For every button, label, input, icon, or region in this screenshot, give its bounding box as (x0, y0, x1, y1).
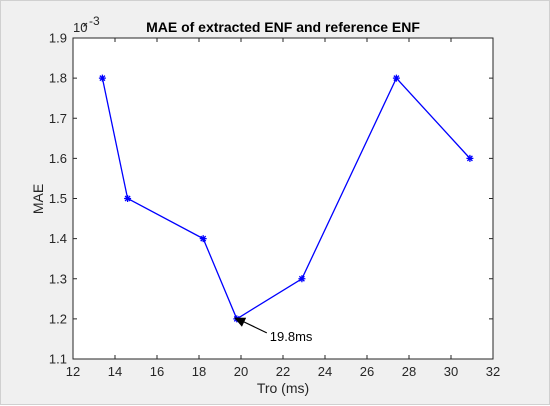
y-tick-label: 1.6 (49, 151, 67, 166)
y-axis-label: MAE (30, 184, 46, 214)
plot-frame (72, 37, 494, 360)
y-tick-label: 1.5 (49, 191, 67, 206)
y-tick-label: 1.3 (49, 271, 67, 286)
y-multiplier: 10 -3 (73, 14, 100, 35)
x-tick-label: 30 (444, 364, 458, 379)
y-multiplier-times-sign (83, 22, 88, 27)
chart-title: MAE of extracted ENF and reference ENF (146, 19, 420, 35)
data-point-marker (298, 275, 306, 283)
x-tick-label: 32 (486, 364, 500, 379)
annotation-label: 19.8ms (270, 329, 313, 344)
annotation-19-8ms: 19.8ms (234, 317, 313, 344)
times-sign-icon (83, 22, 88, 27)
x-tick-label: 28 (402, 364, 416, 379)
annotation-arrow-shaft (241, 320, 268, 334)
annotation-arrowhead-icon (234, 317, 247, 327)
data-point-marker (124, 195, 132, 202)
x-tick-label: 20 (234, 364, 248, 379)
x-tick-label: 16 (150, 364, 164, 379)
x-tick-label: 24 (318, 364, 332, 379)
y-tick-label: 1.2 (49, 311, 67, 326)
y-multiplier-base: 10 (73, 20, 87, 35)
data-point-marker (199, 235, 207, 243)
y-tick-label: 1.7 (49, 111, 67, 126)
data-point-marker (466, 154, 474, 162)
x-axis-label: Tro (ms) (257, 380, 309, 396)
x-tick-label: 18 (192, 364, 206, 379)
y-tick-label: 1.8 (49, 71, 67, 86)
plot-background (73, 38, 493, 359)
y-tick-label: 1.9 (49, 31, 67, 46)
data-point-marker (98, 74, 106, 82)
y-multiplier-exponent: -3 (89, 14, 100, 28)
y-tick-label: 1.1 (49, 352, 67, 367)
x-tick-label: 12 (66, 364, 80, 379)
x-tick-label: 26 (360, 364, 374, 379)
x-tick-label: 22 (276, 364, 290, 379)
data-point-marker (392, 74, 400, 82)
y-tick-label: 1.4 (49, 231, 67, 246)
tick-labels: 12 14 16 18 20 22 24 26 28 30 32 1.1 1.2 1.3 1.4 1.5 1.6… (49, 31, 500, 380)
x-tick-label: 14 (108, 364, 122, 379)
